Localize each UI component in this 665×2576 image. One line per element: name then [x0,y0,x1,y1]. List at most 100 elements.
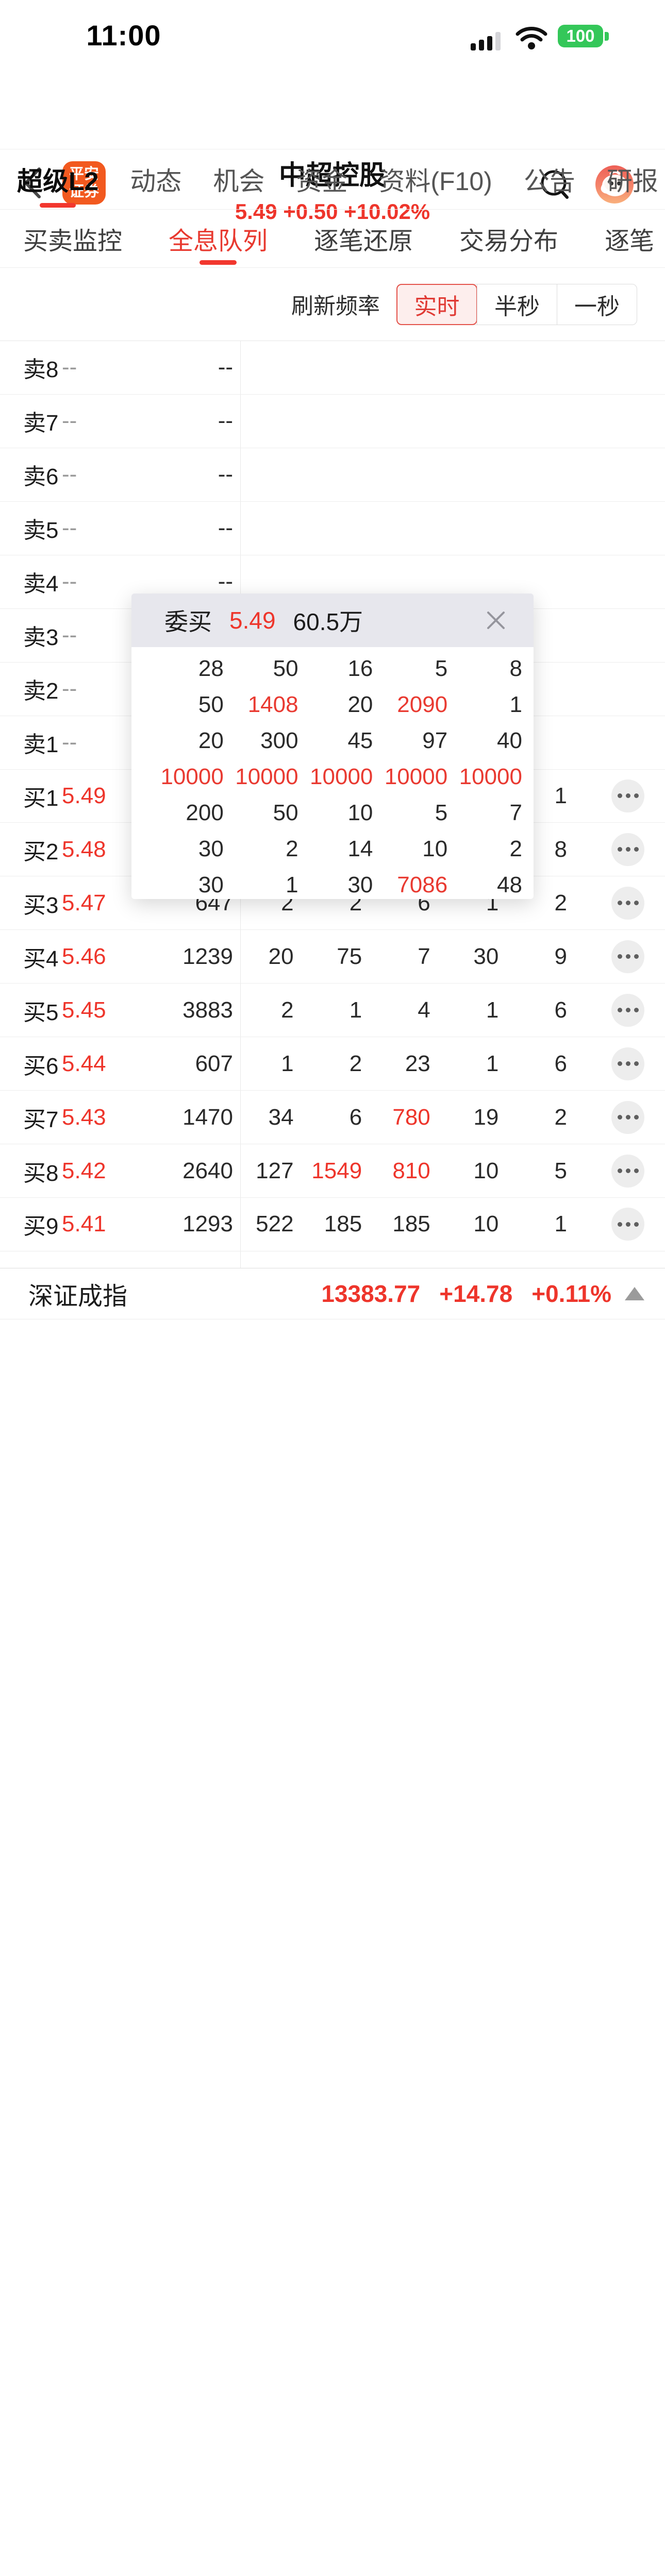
row-action [583,395,665,448]
more-button[interactable] [611,993,644,1027]
row-label: 卖8 [23,357,59,383]
volume-cell: -- [218,354,233,380]
table-row[interactable]: 卖7 -- -- [0,394,665,448]
popup-cell: 50 [198,692,224,717]
popup-cell: 50 [273,656,298,681]
more-button[interactable] [611,779,644,812]
queue-cells: 1 2 23 1 6 [240,1037,583,1091]
order-book-table: 卖8 -- -- 卖7 -- -- 卖6 -- -- 卖5 -- -- 卖4 -- -- 卖3 -- 卖2 -- 卖1… [0,341,665,1268]
volume-cell: -- [218,515,233,541]
row-action [583,930,665,983]
tab-f10-profile[interactable]: 资料(F10) [379,167,492,196]
row-label: 卖2 [23,679,59,704]
popup-cell: 300 [260,728,298,753]
tab-research[interactable]: 研报 [606,167,658,196]
queue-cell: 2 [349,1050,362,1076]
popup-cell: 30 [198,872,224,897]
row-action [583,1144,665,1197]
more-button[interactable] [611,1047,644,1080]
tab-super-l2[interactable]: 超级L2 [17,149,98,209]
row-left: 卖6 -- -- [0,448,240,501]
queue-cell: 2 [554,1104,567,1130]
popup-row: 20 300 45 97 40 [149,723,522,759]
table-row[interactable]: 卖8 -- -- [0,341,665,395]
price-cell: 5.46 [62,943,106,969]
row-left: 买3 5.47 647 [0,876,240,929]
table-row[interactable]: 买9 5.41 1293 522 185 185 10 1 [0,1198,665,1251]
queue-cell: 1 [554,783,567,808]
queue-cell: 6 [349,1104,362,1130]
more-button[interactable] [611,833,644,866]
queue-cell: 20 [268,943,294,969]
row-action [583,984,665,1037]
close-icon[interactable] [484,608,508,632]
queue-cells: 522 185 185 10 1 [240,1198,583,1251]
cellular-signal-icon [471,30,508,50]
row-label: 卖3 [23,625,59,651]
status-bar: 11:00 100 [0,0,665,67]
table-row[interactable]: 买8 5.42 2640 127 1549 810 10 5 [0,1144,665,1198]
queue-cell: 1 [486,1050,499,1076]
partial-row [0,1251,665,1268]
subtab-holographic-queue[interactable]: 全息队列 [169,210,268,267]
refresh-option-realtime[interactable]: 实时 [396,283,477,325]
more-button[interactable] [611,1100,644,1134]
tab-news[interactable]: 动态 [130,167,182,196]
popup-cell: 1408 [247,692,298,717]
row-left: 买2 5.48 [0,823,240,876]
popup-row: 10000 10000 10000 10000 10000 [149,759,522,795]
battery-icon: 100 [558,25,603,47]
refresh-option-one-second[interactable]: 一秒 [557,284,637,325]
popup-cell: 20 [347,692,373,717]
table-row[interactable]: 买7 5.43 1470 34 6 780 19 2 [0,1091,665,1145]
price-cell: 5.45 [62,997,106,1023]
price-cell: 5.47 [62,890,106,916]
subtab-tick-extra[interactable]: 逐笔 [605,228,655,255]
battery-nub [605,32,609,41]
table-row[interactable]: 买6 5.44 607 1 2 23 1 6 [0,1037,665,1091]
assistant-avatar[interactable] [595,165,634,204]
queue-cell: 30 [473,943,499,969]
popup-cell: 10000 [160,764,224,789]
popup-row: 200 50 10 5 7 [149,795,522,831]
table-row[interactable]: 买1 5.49 1 [0,769,665,823]
volume-cell: -- [218,408,233,434]
search-icon[interactable] [538,168,572,202]
subtab-order-monitor[interactable]: 买卖监控 [23,228,123,255]
refresh-rate-segmented-control: 实时 半秒 一秒 [396,283,637,325]
table-row[interactable]: 买5 5.45 3883 2 1 4 1 6 [0,984,665,1038]
row-label: 买8 [23,1160,59,1186]
row-action [583,823,665,876]
tab-funds[interactable]: 资金 [296,167,348,196]
popup-cell: 5 [435,656,448,681]
row-left: 卖3 -- [0,609,240,662]
queue-cell: 780 [392,1104,430,1130]
index-values: 13383.77 +14.78 +0.11% [321,1280,611,1308]
more-button[interactable] [611,940,644,973]
price-cell: 5.49 [62,783,106,808]
more-button[interactable] [611,886,644,920]
index-bar[interactable]: 深证成指 13383.77 +14.78 +0.11% [0,1268,665,1319]
clock: 11:00 [86,19,161,52]
subtab-trade-distribution[interactable]: 交易分布 [459,228,559,255]
volume-cell: -- [218,462,233,487]
expand-up-icon[interactable] [625,1287,644,1300]
more-button[interactable] [611,1208,644,1241]
volume-cell: 1293 [182,1211,233,1237]
price-cell: -- [62,462,77,487]
popup-side-label: 委买 [164,608,212,635]
popup-cell: 20 [198,728,224,753]
table-row[interactable]: 卖6 -- -- [0,448,665,502]
queue-cells [240,448,583,501]
popup-cell: 48 [497,872,522,897]
more-button[interactable] [611,1154,644,1188]
sub-tabs: 买卖监控 全息队列 逐笔还原 交易分布 逐笔 [0,210,665,268]
subtab-tick-restore[interactable]: 逐笔还原 [314,228,413,255]
refresh-option-half-second[interactable]: 半秒 [477,284,557,325]
table-row[interactable]: 卖5 -- -- [0,501,665,555]
price-cell: -- [62,569,77,595]
table-row[interactable]: 买4 5.46 1239 20 75 7 30 9 [0,930,665,984]
tab-announcements[interactable]: 公告 [523,167,575,196]
tab-opportunity[interactable]: 机会 [213,167,265,196]
popup-cell: 97 [422,728,448,753]
